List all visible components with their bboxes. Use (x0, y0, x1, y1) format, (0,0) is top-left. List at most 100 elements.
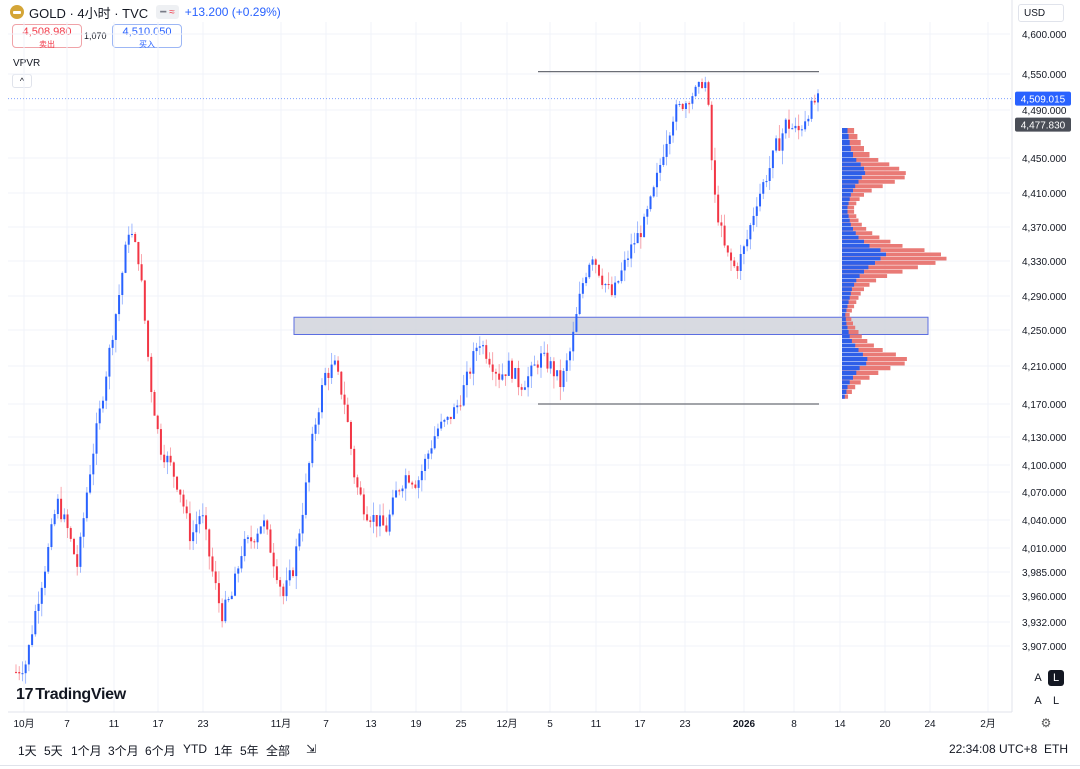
candle-body (34, 610, 37, 635)
auto-scale-button[interactable]: A (1034, 672, 1042, 684)
candle-body (69, 528, 72, 539)
tf-all[interactable]: 全部 (266, 744, 291, 758)
candle-body (472, 351, 475, 374)
candle-body (530, 365, 533, 377)
tf-1d[interactable]: 1天 (18, 744, 37, 758)
status-pill[interactable]: ━ ≈ (156, 5, 179, 19)
candle-body (95, 423, 98, 454)
candle-body (224, 599, 227, 622)
candle-body (517, 368, 520, 388)
candle-body (50, 524, 53, 548)
candle-body (378, 515, 381, 527)
y-tick-label: 4,490.000 (1022, 106, 1067, 117)
candle-body (633, 243, 636, 245)
log-scale-button[interactable]: L (1048, 670, 1064, 686)
candle-body (295, 546, 298, 577)
x-tick-label: 17 (152, 719, 164, 730)
x-tick-label: 17 (634, 719, 646, 730)
candle-body (279, 580, 282, 587)
candle-body (56, 498, 59, 515)
vp-bar-up (842, 334, 850, 339)
symbol-header: GOLD · 4小时 · TVC ━ ≈ +13.200 (+0.29%) (10, 3, 281, 21)
vp-bar-down (842, 389, 852, 394)
tf-5d[interactable]: 5天 (44, 744, 63, 758)
vp-bar-up (842, 214, 849, 218)
tf-5y[interactable]: 5年 (240, 744, 259, 758)
tf-1m[interactable]: 1个月 (71, 744, 102, 758)
candle-body (21, 673, 24, 675)
vp-bar-up (842, 184, 856, 189)
currency-selector[interactable]: USD (1018, 4, 1064, 22)
candle-body (375, 514, 378, 527)
candle-body (124, 244, 127, 273)
vp-bar-up (842, 339, 852, 343)
x-tick-label: 13 (365, 719, 377, 730)
candle-body (108, 347, 111, 377)
x-tick-label: 7 (64, 719, 70, 730)
vp-bar-up (842, 389, 847, 394)
gear-icon[interactable]: ⚙ (1040, 716, 1052, 730)
candle-body (205, 515, 208, 530)
candle-body (401, 488, 404, 492)
candle-body (324, 372, 327, 386)
candle-body (172, 462, 175, 477)
auto-scale-button-2[interactable]: A (1034, 695, 1042, 707)
candle-body (465, 371, 468, 386)
candle-body (759, 193, 762, 207)
candle-body (356, 477, 359, 488)
candle-body (488, 358, 491, 365)
candle-body (581, 283, 584, 294)
candle-body (243, 538, 246, 557)
candle-body (527, 376, 530, 388)
candle-body (559, 370, 562, 388)
candle-body (127, 234, 130, 245)
indicator-label[interactable]: VPVR (13, 58, 41, 69)
candle-body (285, 580, 288, 597)
y-tick-label: 4,040.000 (1022, 516, 1067, 527)
candle-body (620, 270, 623, 282)
candle-body (540, 353, 543, 368)
candle-body (382, 515, 385, 526)
tf-3m[interactable]: 3个月 (108, 744, 139, 758)
candle-body (333, 360, 336, 365)
vp-bar-down (842, 296, 859, 300)
vp-bar-up (842, 227, 853, 231)
vp-bar-down (842, 361, 905, 366)
log-scale-button-2[interactable]: L (1052, 695, 1060, 707)
vp-bar-up (842, 248, 881, 252)
candle-body (330, 364, 333, 378)
session-label: ETH (1044, 742, 1068, 756)
sell-button[interactable]: 4,508.980 卖出 (12, 24, 82, 49)
candle-body (775, 138, 778, 151)
y-tick-label: 4,010.000 (1022, 544, 1067, 555)
y-tick-label: 4,170.000 (1022, 400, 1067, 411)
last-price-text: 4,509.015 (1021, 95, 1066, 106)
candle-body (240, 556, 243, 569)
candle-body (678, 103, 681, 105)
candle-body (701, 81, 704, 88)
buy-price: 4,510.050 (122, 26, 172, 38)
symbol-title[interactable]: GOLD · 4小时 · TVC (29, 5, 149, 21)
candle-body (504, 374, 507, 376)
buy-button[interactable]: 4,510.050 买入 (112, 24, 182, 49)
vp-bar-up (842, 348, 859, 352)
candle-body (655, 172, 658, 188)
vp-bar-up (842, 291, 851, 296)
candle-body (597, 264, 600, 276)
tf-1y[interactable]: 1年 (214, 744, 233, 758)
tradingview-logo[interactable]: 17 TradingView (16, 686, 126, 704)
vp-bar-up (842, 308, 847, 313)
x-tick-label: 25 (455, 719, 467, 730)
candle-body (185, 506, 188, 514)
candle-body (134, 233, 137, 243)
vp-bar-down (842, 317, 852, 321)
candle-body (346, 404, 349, 422)
tf-ytd[interactable]: YTD (183, 742, 207, 756)
candle-body (114, 314, 117, 340)
candle-body (643, 216, 646, 238)
clock[interactable]: 22:34:08 UTC+8 ETH (949, 742, 1068, 756)
tf-6m[interactable]: 6个月 (145, 744, 176, 758)
date-range-icon[interactable]: ⇲ (306, 742, 317, 756)
candle-body (607, 284, 610, 286)
